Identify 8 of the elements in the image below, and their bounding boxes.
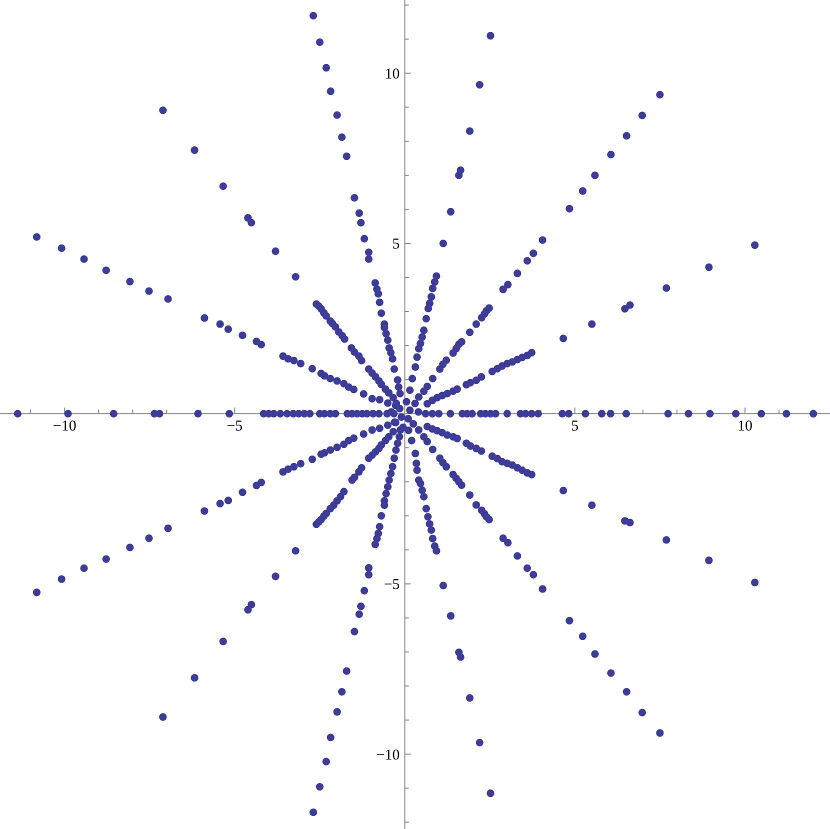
x-tick-label: −10 (52, 418, 76, 435)
x-tick-label: 5 (571, 418, 579, 435)
x-tick-label: −5 (226, 418, 243, 435)
x-tick-label: 10 (737, 418, 752, 435)
y-tick-label: 10 (384, 66, 400, 82)
y-tick-label: 5 (392, 236, 400, 253)
y-tick-label: −10 (376, 747, 400, 764)
y-tick-label: −5 (384, 577, 400, 594)
